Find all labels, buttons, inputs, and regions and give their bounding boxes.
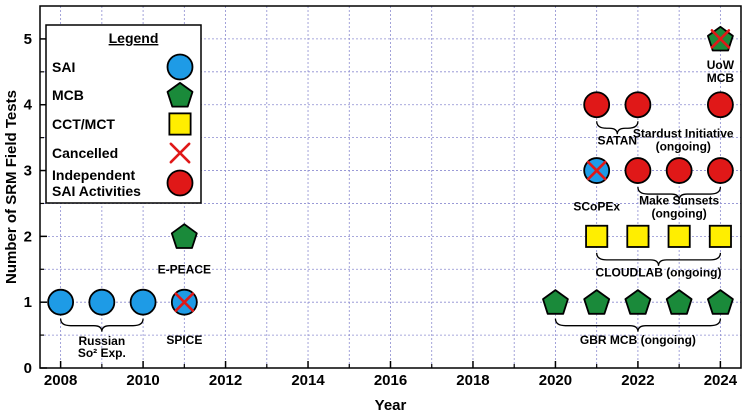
bracket-russian — [59, 318, 144, 332]
data-point-circle — [624, 91, 652, 119]
annotation-line: E-PEACE — [158, 262, 211, 276]
data-point-pentagon — [542, 289, 569, 315]
data-point-circle — [706, 157, 734, 184]
cancelled-mark — [586, 160, 607, 181]
annotation-line: Stardust Initiative — [633, 127, 734, 141]
y-tick-label: 3 — [24, 163, 32, 180]
annotation-line: Russian — [79, 334, 126, 348]
annotation-russian: Russian So² Exp. — [78, 334, 126, 360]
annotations: Russian So² Exp. SPICE E-PEACE GBR MCB (ongo… — [78, 58, 735, 360]
data-point-pentagon — [665, 289, 693, 315]
y-tick-label: 2 — [24, 228, 32, 245]
annotation-spice: SPICE — [166, 333, 202, 347]
bracket-cloudlab — [596, 252, 722, 266]
legend-title: Legend — [109, 30, 159, 46]
annotation-line: UoW — [707, 58, 735, 72]
legend-label: CCT/MCT — [52, 116, 115, 132]
annotation-uow: UoW MCB — [707, 58, 735, 85]
annotation-satan: SATAN — [598, 134, 638, 148]
legend-marker-circle — [166, 169, 194, 197]
y-tick-label: 5 — [24, 31, 32, 48]
cancelled-mark — [174, 292, 195, 312]
data-points — [47, 25, 734, 316]
annotation-make-sunsets: Make Sunsets (ongoing) — [639, 194, 719, 221]
y-tick-label: 1 — [24, 294, 32, 311]
legend-label: SAI — [52, 59, 75, 75]
annotation-line: MCB — [707, 71, 735, 85]
legend: Legend SAI MCB CCT/MCT Cancelled Independent S… — [45, 24, 202, 204]
data-point-square — [626, 224, 650, 248]
legend-marker-cancelled — [169, 142, 191, 164]
x-tick-label: 2018 — [456, 372, 489, 389]
legend-label-line: CCT/MCT — [52, 116, 115, 132]
x-axis-title: Year — [375, 397, 407, 414]
x-tick-label: 2010 — [126, 372, 159, 389]
data-point-pentagon — [170, 223, 198, 249]
bracket-make-sunsets — [637, 186, 722, 201]
data-point-pentagon — [583, 289, 611, 315]
annotation-line: So² Exp. — [78, 346, 126, 360]
annotation-line: CLOUDLAB (ongoing) — [596, 265, 722, 279]
annotation-gbr: GBR MCB (ongoing) — [580, 333, 696, 347]
annotation-line: Make Sunsets — [639, 194, 719, 208]
data-point-circle — [665, 157, 693, 184]
legend-label: Cancelled — [52, 145, 118, 161]
bracket-gbr — [554, 318, 722, 332]
y-axis-title: Number of SRM Field Tests — [3, 90, 20, 284]
legend-marker-pentagon — [166, 82, 194, 108]
y-tick-label: 0 — [24, 360, 32, 377]
annotation-line: SPICE — [166, 333, 202, 347]
data-point-circle — [88, 288, 116, 316]
bracket-satan — [596, 121, 639, 135]
annotation-line: SCoPEx — [573, 200, 620, 214]
data-point-circle — [583, 91, 611, 119]
x-tick-label: 2014 — [291, 372, 325, 389]
x-tick-label: 2016 — [374, 372, 407, 389]
x-tick-label: 2012 — [209, 372, 242, 389]
data-point-pentagon — [624, 289, 652, 315]
legend-label-line: SAI — [52, 59, 75, 75]
x-tick-label: 2024 — [704, 372, 738, 389]
annotation-line: (ongoing) — [656, 140, 711, 154]
legend-label-line: MCB — [52, 87, 84, 103]
legend-label-line: Cancelled — [52, 145, 118, 161]
x-tick-label: 2020 — [539, 372, 572, 389]
annotation-cloudlab: CLOUDLAB (ongoing) — [596, 265, 722, 279]
annotation-line: GBR MCB (ongoing) — [580, 333, 696, 347]
data-point-circle — [47, 288, 75, 316]
annotation-line: (ongoing) — [651, 207, 706, 221]
cancelled-mark — [710, 29, 731, 49]
annotation-scopex: SCoPEx — [573, 200, 620, 214]
legend-label-line: Independent — [52, 167, 136, 183]
data-point-pentagon — [707, 289, 734, 315]
data-point-square — [708, 224, 732, 248]
annotation-stardust: Stardust Initiative (ongoing) — [633, 127, 734, 154]
data-point-circle — [624, 157, 652, 184]
axis-ticks: 2008 2010 2012 2014 2016 2018 2020 2022 2024 0 1 2 3… — [24, 31, 738, 389]
data-point-square — [667, 224, 691, 248]
data-point-square — [585, 224, 609, 248]
legend-marker-circle — [166, 53, 194, 81]
annotation-line: SATAN — [598, 134, 638, 148]
legend-label-line: SAI Activities — [52, 183, 141, 199]
annotation-epeace: E-PEACE — [158, 262, 211, 276]
legend-marker-square — [168, 112, 192, 136]
y-tick-label: 4 — [24, 97, 33, 114]
legend-label: Independent SAI Activities — [52, 167, 141, 199]
x-tick-label: 2022 — [621, 372, 654, 389]
x-tick-label: 2008 — [44, 372, 77, 389]
data-point-circle — [706, 91, 734, 119]
data-point-circle — [129, 288, 157, 316]
legend-label: MCB — [52, 87, 84, 103]
